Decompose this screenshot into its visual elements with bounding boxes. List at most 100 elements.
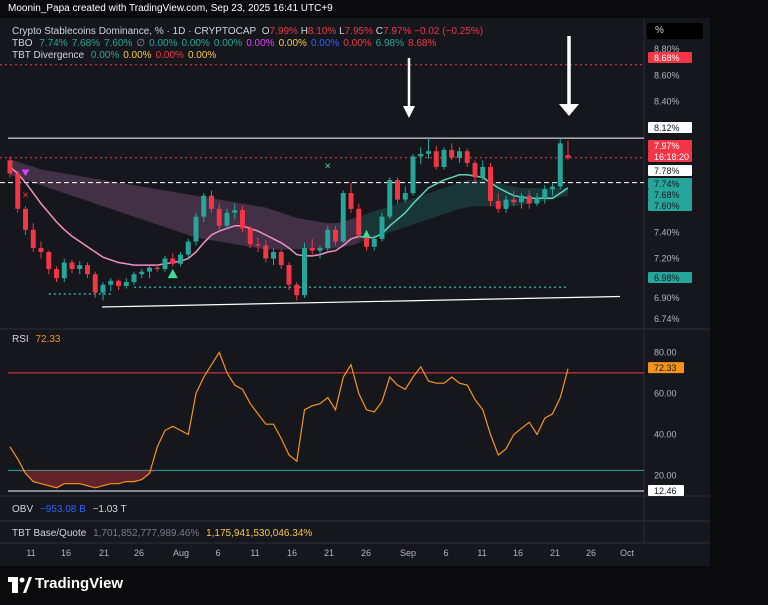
candle bbox=[294, 284, 300, 296]
time-axis-label: 16 bbox=[61, 548, 71, 558]
chart-canvas[interactable]: ××8.80%8.60%8.40%8.20%7.40%7.20%7.05%6.9… bbox=[0, 18, 710, 566]
price-axis-label bbox=[648, 140, 692, 151]
tbt-divergence-legend[interactable]: TBT Divergence 0.00% 0.00% 0.00% 0.00% bbox=[12, 50, 216, 61]
tbo-value: 8.68% bbox=[408, 38, 437, 49]
candle bbox=[170, 258, 176, 264]
candle bbox=[441, 149, 447, 167]
candle bbox=[557, 143, 563, 187]
rsi-label[interactable]: RSI bbox=[12, 334, 29, 345]
price-tick-label: 8.60% bbox=[654, 70, 680, 80]
obv-legend[interactable]: OBV −953.08 B −1.03 T bbox=[12, 504, 127, 515]
candle bbox=[139, 271, 145, 275]
candle bbox=[232, 210, 238, 213]
candle bbox=[154, 267, 160, 270]
tbt-base-quote-label[interactable]: TBT Base/Quote bbox=[12, 528, 87, 539]
signal-marker bbox=[362, 229, 371, 238]
scale-mode-button[interactable]: % bbox=[647, 23, 703, 39]
candle bbox=[340, 193, 346, 242]
candle bbox=[247, 228, 253, 245]
obv-label[interactable]: OBV bbox=[12, 504, 34, 515]
tbo-value: 0.00% bbox=[213, 38, 243, 49]
candle bbox=[495, 200, 501, 209]
candle bbox=[449, 149, 455, 158]
rsi-legend[interactable]: RSI 72.33 bbox=[12, 334, 60, 345]
time-axis-label: 26 bbox=[134, 548, 144, 558]
ohlc-high-key: H bbox=[300, 26, 308, 37]
candle bbox=[325, 229, 331, 249]
time-axis-label: 21 bbox=[99, 548, 109, 558]
candle bbox=[216, 208, 222, 226]
price-axis-label-text: 6.98% bbox=[654, 273, 680, 283]
candle bbox=[15, 173, 21, 209]
candle bbox=[30, 229, 36, 249]
tbt-divergence-label[interactable]: TBT Divergence bbox=[12, 50, 85, 61]
tbo-value: 7.68% bbox=[71, 38, 101, 49]
tbo-value: 0.00% bbox=[181, 38, 210, 49]
candle bbox=[333, 229, 338, 242]
candle bbox=[387, 180, 393, 217]
price-axis-label bbox=[648, 200, 692, 211]
candle bbox=[534, 198, 540, 204]
candle bbox=[464, 151, 470, 163]
tbt-base-quote-value-2: 1,175,941,530,046.34% bbox=[206, 528, 313, 539]
candle bbox=[224, 212, 230, 226]
price-axis-label bbox=[648, 122, 692, 133]
time-axis-label: 11 bbox=[250, 548, 259, 558]
time-axis-label: Sep bbox=[400, 548, 416, 558]
candle bbox=[69, 262, 75, 270]
tbo-value: ∅ bbox=[136, 38, 146, 49]
candle bbox=[364, 234, 369, 247]
tbt-base-quote-legend[interactable]: TBT Base/Quote 1,701,852,777,989.46% 1,1… bbox=[12, 528, 312, 539]
tbo-value: 0.00% bbox=[278, 38, 307, 49]
time-axis-label: 11 bbox=[26, 548, 35, 558]
symbol-legend[interactable]: Crypto Stablecoins Dominance, % · 1D · C… bbox=[12, 26, 483, 37]
candle bbox=[240, 210, 245, 229]
tbt-divergence-value: 0.00% bbox=[90, 50, 120, 61]
ohlc-open: 7.99% bbox=[269, 26, 298, 37]
candle bbox=[147, 267, 152, 272]
ohlc-low-key: L bbox=[339, 26, 345, 37]
candle bbox=[286, 265, 292, 285]
annotation-arrow bbox=[403, 106, 415, 118]
candle bbox=[38, 248, 44, 252]
time-axis-label: 21 bbox=[324, 548, 334, 558]
ohlc-low: 7.95% bbox=[344, 26, 373, 37]
candle bbox=[201, 195, 207, 217]
price-axis-label-text: 8.68% bbox=[654, 53, 680, 63]
candle bbox=[371, 238, 377, 247]
tbo-cloud-bearish bbox=[10, 159, 359, 250]
candle bbox=[23, 208, 28, 230]
price-tick-label: 8.40% bbox=[654, 96, 680, 106]
price-axis-label bbox=[648, 165, 692, 176]
candle bbox=[402, 193, 408, 200]
tbo-value: 0.00% bbox=[149, 38, 178, 49]
candle bbox=[526, 195, 532, 204]
time-axis-label: 26 bbox=[586, 548, 596, 558]
price-axis-label-text: 8.12% bbox=[654, 123, 680, 133]
tbo-value: 0.00% bbox=[246, 38, 275, 49]
tbo-legend[interactable]: TBO 7.74% 7.68% 7.60% ∅ 0.00% 0.00% 0.00% 0.00%… bbox=[12, 38, 436, 49]
candle bbox=[131, 274, 137, 283]
candle bbox=[185, 241, 191, 255]
symbol-name[interactable]: Crypto Stablecoins Dominance, % · 1D · C… bbox=[12, 26, 256, 37]
candle bbox=[426, 151, 431, 154]
price-tick-label: 6.74% bbox=[654, 314, 680, 324]
rsi-axis-label bbox=[648, 484, 684, 496]
annotation-arrow bbox=[559, 104, 579, 116]
ohlc-open-key: O bbox=[261, 26, 270, 37]
price-axis-label bbox=[648, 151, 692, 162]
time-axis-label: 6 bbox=[443, 548, 448, 558]
price-axis-label bbox=[648, 189, 692, 200]
candle bbox=[503, 199, 509, 209]
tbo-label[interactable]: TBO bbox=[12, 38, 33, 49]
price-axis-label-text: 7.68% bbox=[654, 190, 680, 200]
candle bbox=[395, 180, 400, 200]
price-axis-label-text: 7.78% bbox=[654, 166, 680, 176]
ohlc-change: −0.02 (−0.25%) bbox=[414, 26, 484, 37]
obv-value-2: −1.03 T bbox=[92, 504, 127, 515]
candle bbox=[77, 265, 83, 270]
candle bbox=[317, 248, 323, 251]
candle bbox=[46, 252, 52, 270]
candle bbox=[309, 248, 315, 251]
rsi-axis-label-text: 12.46 bbox=[654, 486, 677, 496]
